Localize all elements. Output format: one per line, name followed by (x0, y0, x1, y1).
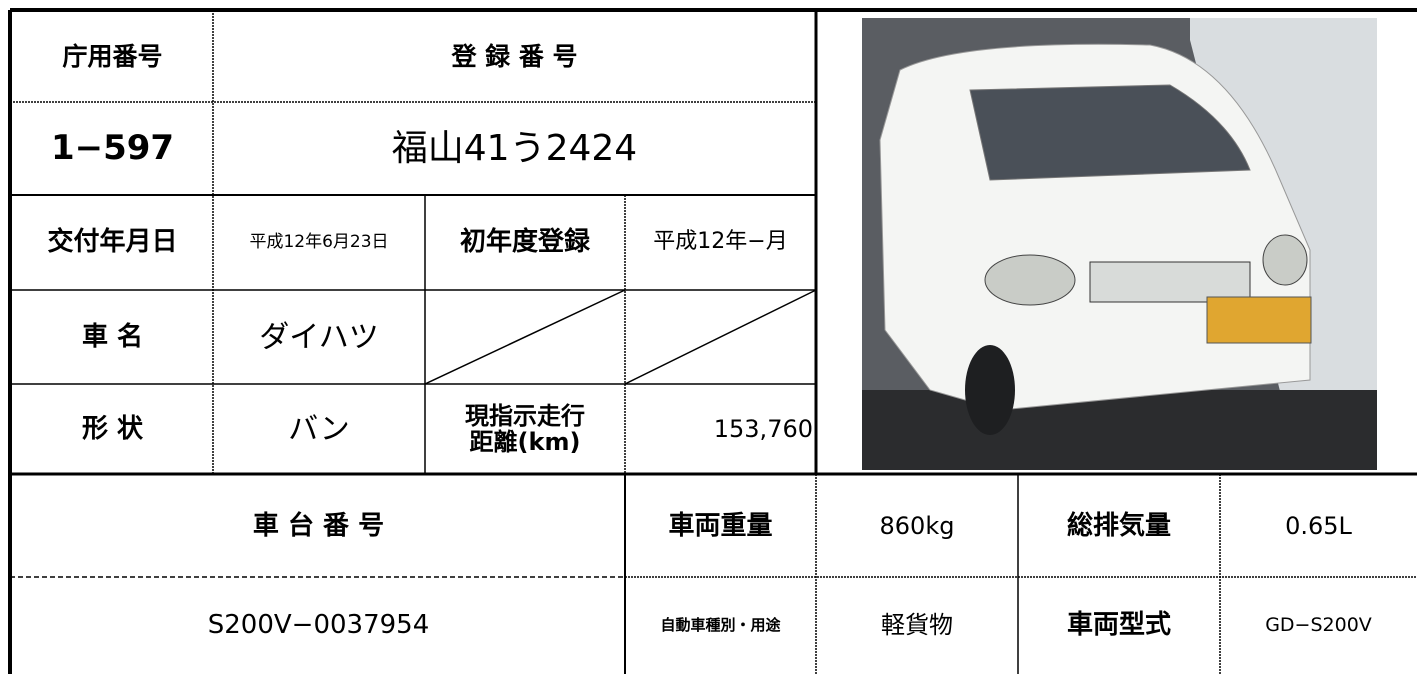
cell: 車 台 番 号 (252, 511, 385, 542)
cell: 登 録 番 号 (451, 42, 578, 72)
cell: 1−597 (50, 127, 175, 168)
cell: 0.65L (1285, 512, 1352, 541)
cell: 自動車種別・用途 (660, 616, 781, 635)
cell: 車 名 (81, 321, 144, 352)
cell: 福山41う2424 (391, 127, 638, 169)
cell: 総排気量 (1066, 511, 1171, 542)
cell: S200V−0037954 (207, 610, 430, 641)
cell: 初年度登録 (459, 227, 590, 258)
cell: 153,760 (713, 414, 813, 443)
cell: 車両型式 (1066, 610, 1171, 641)
cell: 車両重量 (668, 511, 773, 542)
cell: GD−S200V (1265, 614, 1372, 637)
cell: 形 状 (81, 413, 144, 444)
cell: 860kg (879, 512, 955, 541)
cell: 交付年月日 (47, 227, 178, 258)
cell: 現指示走行 距離(km) (465, 401, 585, 456)
cell: 庁用番号 (62, 42, 163, 72)
cell: 平成12年6月23日 (249, 232, 389, 253)
cell: バン (288, 411, 350, 447)
cell: 平成12年−月 (653, 229, 788, 255)
cell: 軽貨物 (881, 611, 953, 640)
cell: ダイハツ (259, 319, 379, 355)
